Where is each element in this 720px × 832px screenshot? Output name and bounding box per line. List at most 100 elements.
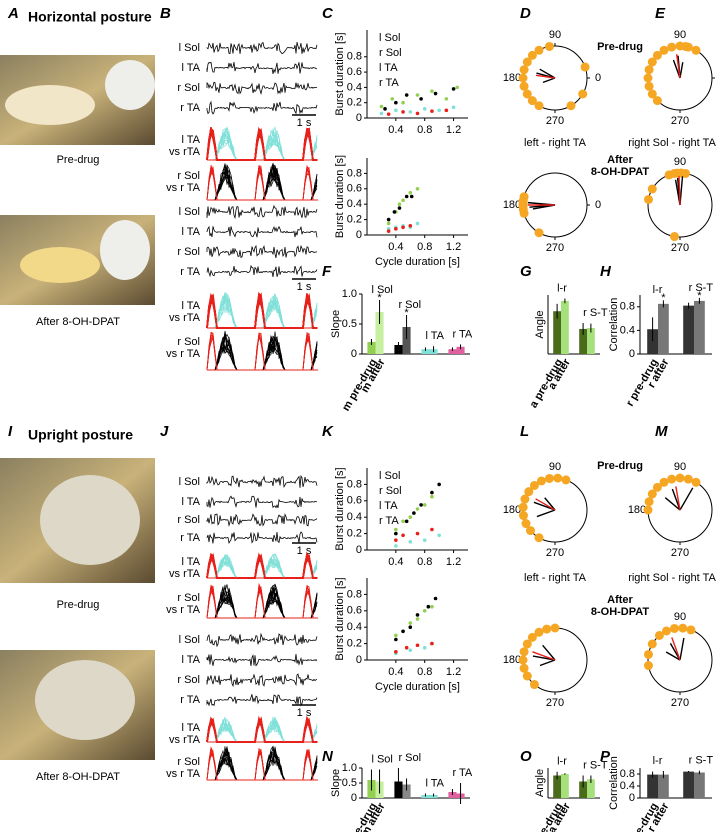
phase-vector — [679, 637, 685, 661]
y-axis-label: Burst duration [s] — [334, 155, 346, 238]
trace-label: l TA — [181, 226, 200, 238]
phase-dot — [652, 50, 662, 60]
trace-label: l TA — [181, 654, 200, 666]
panel-letter: I — [8, 423, 13, 440]
bar — [561, 774, 569, 798]
y-tick-label: 0.6 — [347, 495, 362, 507]
phase-dot — [561, 475, 571, 485]
point — [394, 227, 398, 231]
phase-dot — [667, 42, 677, 52]
phase-dot — [522, 57, 532, 67]
point — [394, 531, 398, 536]
phase-vector — [532, 651, 556, 661]
bar — [579, 328, 587, 354]
point — [386, 112, 391, 116]
bar — [658, 303, 669, 354]
trace-label: l TA — [181, 496, 200, 508]
phase-dot — [527, 50, 537, 60]
y-tick-label: 0 — [351, 348, 357, 360]
polar-tick-label: 90 — [674, 29, 686, 41]
y-tick-label: 0.2 — [347, 97, 362, 109]
point — [415, 531, 420, 536]
overlay-label: vs rTA — [169, 146, 201, 158]
point — [422, 538, 427, 542]
y-tick-label: 0.8 — [347, 588, 362, 600]
y-tick-label: 1.0 — [342, 762, 357, 774]
point — [386, 217, 391, 222]
trace-label: l Sol — [179, 206, 200, 218]
polar-tick-label: 270 — [671, 242, 689, 254]
trace-label: r Sol — [177, 82, 200, 94]
phase-dot — [643, 649, 653, 659]
y-tick-label: 0 — [356, 229, 362, 241]
y-tick-label: 0.8 — [347, 167, 362, 179]
phase-dot — [647, 489, 657, 499]
category-label: l TA — [425, 330, 444, 342]
phase-vector — [542, 644, 556, 661]
phase-dot — [525, 526, 535, 536]
polar-tick-label: 90 — [549, 461, 561, 473]
section-title: Horizontal posture — [28, 9, 152, 25]
point — [394, 544, 398, 548]
phase-dot — [644, 497, 654, 507]
bar — [587, 779, 595, 798]
point — [430, 89, 434, 94]
x-tick-label: 0.4 — [388, 556, 403, 568]
phase-dot — [519, 647, 529, 657]
x-tick-label: 1.2 — [446, 666, 461, 678]
x-axis-label: Cycle duration [s] — [375, 256, 460, 268]
phase-dot — [643, 73, 653, 83]
phase-vector — [544, 497, 556, 511]
phase-dot — [550, 623, 560, 633]
category-label: l-r — [557, 756, 567, 768]
bar — [456, 346, 465, 354]
x-tick-label: 0.4 — [388, 666, 403, 678]
polar-tick-label: 90 — [674, 156, 686, 168]
significance: * — [697, 290, 702, 302]
phase-dot — [644, 65, 654, 75]
trace-label: r TA — [180, 532, 200, 544]
overlay-label: r Sol — [177, 756, 200, 768]
photo-detail — [105, 60, 155, 110]
point — [397, 202, 402, 206]
phase-dot — [580, 62, 590, 72]
point — [408, 540, 413, 544]
category-label: l-r — [653, 284, 663, 296]
phase-vector — [535, 498, 556, 511]
significance: * — [661, 292, 666, 304]
legend-entry: r TA — [379, 77, 399, 89]
category-label: r S-T — [689, 755, 714, 767]
significance: * — [404, 307, 409, 319]
emg-trace — [206, 632, 318, 648]
polar-tick-label: 270 — [671, 547, 689, 559]
overlay-label: r Sol — [177, 592, 200, 604]
point — [419, 97, 423, 101]
legend-entry: r Sol — [379, 47, 402, 59]
polar-tick-label: 90 — [549, 29, 561, 41]
y-tick-label: 0.4 — [347, 621, 362, 633]
point — [426, 604, 431, 609]
y-tick-label: 0 — [629, 348, 635, 360]
phase-dot — [534, 101, 544, 111]
emg-trace — [206, 244, 318, 259]
x-tick-label: 0.4 — [388, 241, 403, 253]
y-tick-label: 0.2 — [347, 528, 362, 540]
point — [430, 490, 434, 495]
bar — [375, 312, 384, 354]
polar-caption: right Sol - right TA — [628, 572, 716, 584]
phase-dot — [681, 41, 691, 51]
phase-vector — [539, 659, 556, 667]
y-tick-label: 0.2 — [347, 214, 362, 226]
phase-dot — [518, 502, 528, 512]
point — [397, 206, 402, 210]
emg-trace — [206, 513, 318, 527]
point — [408, 223, 413, 228]
photo-detail — [20, 247, 100, 283]
overlay-label: r Sol — [177, 336, 200, 348]
overlay-trace — [207, 748, 318, 781]
panel-letter: L — [520, 423, 529, 440]
bar — [587, 328, 595, 354]
point — [394, 650, 398, 654]
phase-dot — [669, 623, 679, 633]
bar — [553, 775, 561, 798]
